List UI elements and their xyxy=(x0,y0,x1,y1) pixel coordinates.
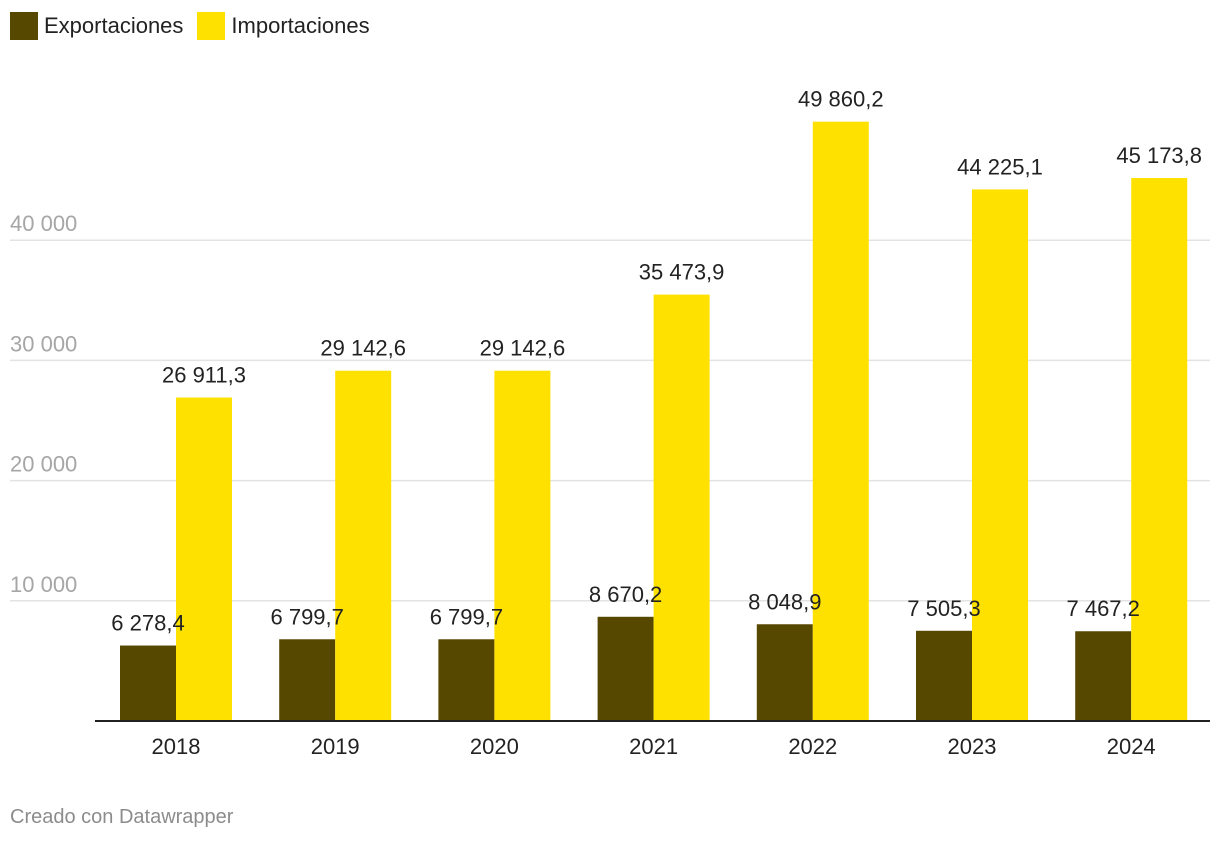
data-label: 7 467,2 xyxy=(1066,596,1139,621)
footer-credit: Creado con Datawrapper xyxy=(10,806,234,828)
data-label: 7 505,3 xyxy=(907,596,980,621)
bar-importaciones-2020 xyxy=(494,370,551,721)
legend-label-importaciones: Importaciones xyxy=(231,13,370,38)
data-label: 45 173,8 xyxy=(1116,143,1202,168)
legend: Exportaciones Importaciones xyxy=(10,11,384,41)
y-tick-label: 40 000 xyxy=(10,211,77,236)
data-label: 29 142,6 xyxy=(480,336,566,361)
bar-importaciones-2022 xyxy=(812,121,869,721)
x-tick-label: 2024 xyxy=(1107,734,1156,759)
x-tick-label: 2023 xyxy=(948,734,997,759)
bar-exportaciones-2020 xyxy=(438,639,495,721)
x-tick-label: 2019 xyxy=(311,734,360,759)
data-labels: 6 278,4 26 911,3 6 799,7 29 142,6 6 799,7 29 … xyxy=(111,87,1202,636)
bar-importaciones-2019 xyxy=(335,370,392,721)
data-label: 8 670,2 xyxy=(589,582,662,607)
bars xyxy=(120,121,1188,721)
bar-exportaciones-2024 xyxy=(1075,631,1132,721)
data-label: 8 048,9 xyxy=(748,589,821,614)
bar-exportaciones-2018 xyxy=(120,645,176,721)
data-label: 6 799,7 xyxy=(270,604,343,629)
data-label: 6 799,7 xyxy=(430,604,503,629)
bar-exportaciones-2023 xyxy=(916,630,972,721)
bar-importaciones-2023 xyxy=(972,189,1028,721)
legend-swatch-exportaciones xyxy=(10,12,38,40)
bar-importaciones-2018 xyxy=(176,397,232,721)
bar-exportaciones-2019 xyxy=(279,639,336,721)
data-label: 49 860,2 xyxy=(798,87,884,112)
bar-exportaciones-2022 xyxy=(756,624,813,721)
data-label: 44 225,1 xyxy=(957,154,1043,179)
legend-item-importaciones: Importaciones xyxy=(197,12,370,40)
bar-importaciones-2021 xyxy=(653,294,710,721)
x-tick-label: 2020 xyxy=(470,734,519,759)
y-tick-label: 30 000 xyxy=(10,331,77,356)
legend-item-exportaciones: Exportaciones xyxy=(10,12,183,40)
data-label: 35 473,9 xyxy=(639,260,725,285)
x-tick-label: 2018 xyxy=(152,734,201,759)
y-tick-label: 10 000 xyxy=(10,572,77,597)
bar-importaciones-2024 xyxy=(1131,178,1188,721)
bar-exportaciones-2021 xyxy=(597,616,654,721)
legend-label-exportaciones: Exportaciones xyxy=(44,13,184,38)
legend-swatch-importaciones xyxy=(197,12,226,40)
data-label: 26 911,3 xyxy=(162,363,246,388)
data-label: 6 278,4 xyxy=(111,611,184,636)
x-axis: 2018 2019 2020 2021 2022 2023 2024 xyxy=(95,720,1210,759)
x-tick-label: 2021 xyxy=(629,734,678,759)
x-tick-label: 2022 xyxy=(788,734,837,759)
data-label: 29 142,6 xyxy=(320,336,406,361)
y-tick-label: 20 000 xyxy=(10,452,77,477)
